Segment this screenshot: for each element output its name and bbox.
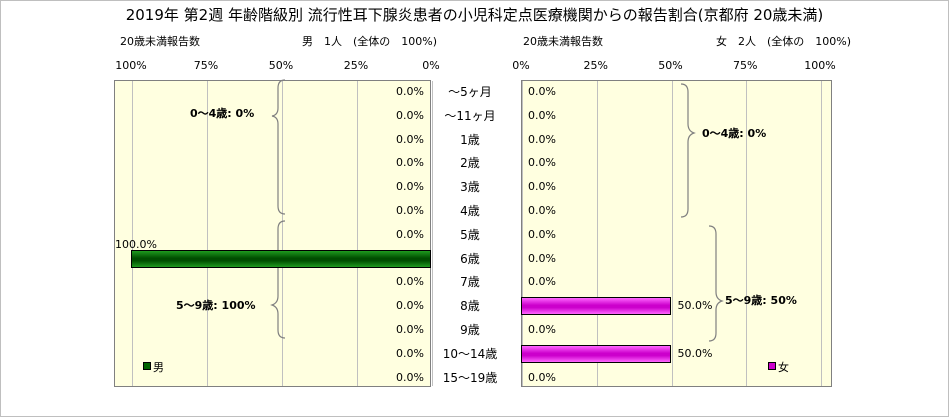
female-gridline [746, 81, 748, 386]
female-brace-0-4 [680, 83, 696, 218]
age-label: 15～19歳 [442, 370, 498, 385]
left-header: 男 1人 (全体の 100%) [302, 35, 438, 48]
male-value-label: 0.0% [396, 203, 424, 217]
age-label: 6歳 [460, 251, 480, 266]
right-tick-label: 50% [658, 59, 683, 72]
male-value-label: 0.0% [396, 227, 424, 241]
female-value-label: 0.0% [528, 227, 556, 241]
age-label: 2歳 [460, 156, 480, 171]
female-value-label: 0.0% [528, 322, 556, 336]
female-group-0-4: 0～4歳: 0% [702, 127, 767, 140]
female-value-label: 0.0% [528, 108, 556, 122]
left-tick-label: 75% [193, 59, 219, 72]
male-group-5-9: 5～9歳: 100% [176, 299, 256, 312]
female-gridline [596, 81, 598, 386]
legend-female: 女 [768, 361, 789, 375]
female-value-label: 0.0% [528, 156, 556, 170]
legend-male-label: 男 [153, 361, 164, 374]
female-gridline [671, 81, 673, 386]
female-value-label: 0.0% [528, 251, 556, 265]
legend-female-label: 女 [778, 361, 789, 374]
male-gridline [432, 81, 433, 386]
male-value-label: 0.0% [396, 322, 424, 336]
right-tick-label: 25% [583, 59, 608, 72]
female-value-label: 0.0% [528, 132, 556, 146]
female-bar [521, 344, 671, 363]
female-value-label: 0.0% [528, 203, 556, 217]
right-subtitle: 20歳未満報告数 [523, 35, 603, 48]
male-value-label: 0.0% [396, 346, 424, 360]
age-label: 5歳 [460, 227, 480, 242]
male-group-0-4: 0～4歳: 0% [190, 107, 255, 120]
male-plot-area [114, 80, 433, 387]
male-gridline [132, 81, 133, 386]
female-value-label: 0.0% [528, 84, 556, 98]
chart-title: 2019年 第2週 年齢階級別 流行性耳下腺炎患者の小児科定点医療機関からの報告… [125, 6, 824, 24]
left-subtitle: 20歳未満報告数 [120, 35, 200, 48]
female-value-label: 0.0% [528, 275, 556, 289]
right-tick-label: 100% [804, 59, 836, 72]
age-label: 1歳 [460, 132, 480, 147]
female-group-5-9: 5～9歳: 50% [725, 294, 797, 307]
male-value-label: 0.0% [396, 84, 424, 98]
female-value-label: 50.0% [677, 346, 713, 360]
age-label: 10～14歳 [442, 346, 498, 361]
male-gridline [357, 81, 358, 386]
age-label: 3歳 [460, 180, 480, 195]
male-value-label: 0.0% [396, 275, 424, 289]
right-tick-label: 0% [512, 59, 530, 72]
male-gridline [282, 81, 283, 386]
right-tick-label: 75% [733, 59, 758, 72]
female-gridline [522, 81, 523, 386]
male-value-label: 0.0% [396, 156, 424, 170]
female-value-label: 0.0% [528, 180, 556, 194]
male-value-label: 100.0% [115, 237, 157, 251]
male-value-label: 0.0% [396, 299, 424, 313]
left-tick-label: 100% [115, 59, 147, 72]
male-value-label: 0.0% [396, 180, 424, 194]
male-value-label: 0.0% [396, 132, 424, 146]
male-brace-5-9 [270, 220, 286, 339]
male-bar [131, 249, 431, 268]
female-gridline [821, 81, 822, 386]
male-value-label: 0.0% [396, 108, 424, 122]
female-brace-5-9 [708, 225, 724, 342]
legend-male-swatch [143, 362, 151, 370]
legend-male: 男 [143, 361, 164, 375]
left-tick-label: 25% [343, 59, 369, 72]
female-plot-area [521, 80, 832, 387]
age-label: 8歳 [460, 299, 480, 314]
male-value-label: 0.0% [396, 370, 424, 384]
male-gridline [207, 81, 208, 386]
age-label: ～11ヶ月 [444, 108, 496, 123]
left-tick-label: 50% [268, 59, 294, 72]
age-label: 4歳 [460, 203, 480, 218]
female-value-label: 50.0% [677, 299, 713, 313]
age-label: ～5ヶ月 [448, 84, 492, 99]
male-brace-0-4 [271, 79, 286, 215]
legend-female-swatch [768, 362, 776, 370]
left-tick-label: 0% [422, 59, 440, 72]
age-label: 7歳 [460, 275, 480, 290]
female-value-label: 0.0% [528, 370, 556, 384]
age-label: 9歳 [460, 322, 480, 337]
right-header: 女 2人 (全体の 100%) [716, 35, 852, 48]
female-bar [521, 297, 671, 316]
